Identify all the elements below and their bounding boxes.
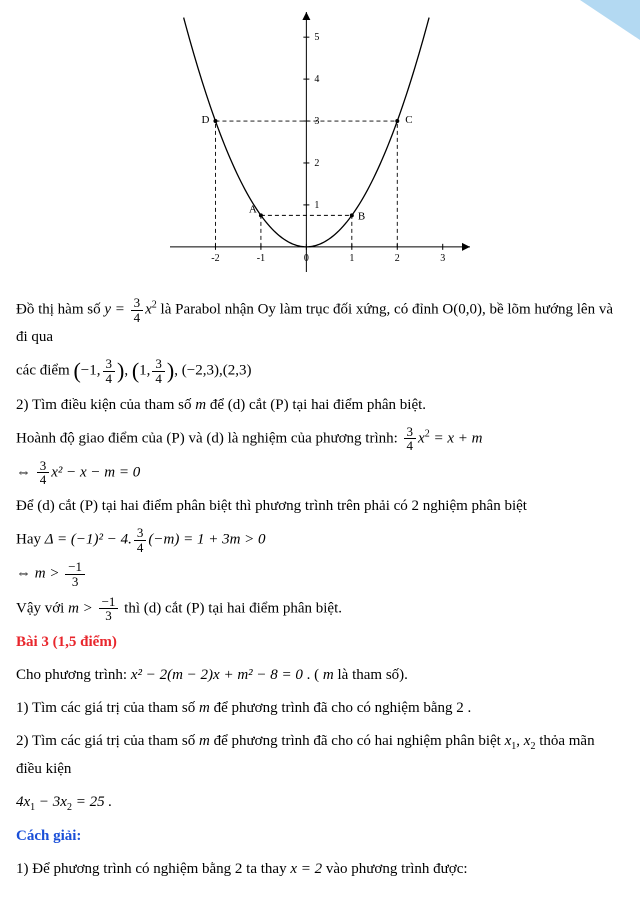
paragraph-9: 1) Tìm các giá trị của tham số m để phươ… — [16, 695, 624, 722]
svg-text:5: 5 — [314, 32, 319, 43]
paragraph-11: 4x1 − 3x2 = 25 . — [16, 789, 624, 817]
svg-text:2: 2 — [395, 253, 400, 264]
svg-text:1: 1 — [314, 200, 319, 211]
svg-text:A: A — [249, 203, 257, 215]
svg-text:-2: -2 — [211, 253, 219, 264]
paragraph-3: 2) Tìm điều kiện của tham số m để (d) cắ… — [16, 392, 624, 419]
paragraph-2: các điểm (−1,34), (1,34), (−2,3),(2,3) — [16, 357, 624, 385]
svg-text:B: B — [358, 210, 365, 222]
svg-text:D: D — [201, 114, 209, 126]
paragraph-10: 2) Tìm các giá trị của tham số m để phươ… — [16, 728, 624, 783]
paragraph-12: 1) Để phương trình có nghiệm bằng 2 ta t… — [16, 856, 624, 883]
paragraph-4: Hoành độ giao điểm của (P) và (d) là ngh… — [16, 425, 624, 453]
graph-svg: -2 -1 0 1 2 3 1 2 3 4 5 A B C D — [170, 12, 470, 272]
paragraph-8: Cho phương trình: x² − 2(m − 2)x + m² − … — [16, 662, 624, 689]
svg-text:2: 2 — [314, 158, 319, 169]
svg-text:0: 0 — [304, 253, 309, 264]
svg-text:3: 3 — [440, 253, 445, 264]
cach-giai-heading: Cách giải: — [16, 823, 624, 850]
paragraph-7: Vậy với m > −13 thì (d) cắt (P) tại hai … — [16, 595, 624, 623]
var-x: x — [145, 302, 152, 318]
paragraph-eq2: ⇔ m > −13 — [16, 560, 624, 588]
paragraph-5: Để (d) cắt (P) tại hai điểm phân biệt th… — [16, 493, 624, 520]
paragraph-eq1: ⇔ 34x² − x − m = 0 — [16, 459, 624, 487]
svg-text:4: 4 — [314, 74, 319, 85]
parabola-graph: -2 -1 0 1 2 3 1 2 3 4 5 A B C D — [16, 12, 624, 282]
svg-text:-1: -1 — [257, 253, 265, 264]
svg-text:C: C — [405, 114, 412, 126]
paragraph-6: Hay Δ = (−1)² − 4.34(−m) = 1 + 3m > 0 — [16, 526, 624, 554]
bai3-heading: Bài 3 (1,5 điểm) — [16, 629, 624, 656]
paragraph-1: Đồ thị hàm số y = 34x2 là Parabol nhận O… — [16, 296, 624, 351]
svg-text:1: 1 — [349, 253, 354, 264]
svg-text:3: 3 — [314, 116, 319, 127]
